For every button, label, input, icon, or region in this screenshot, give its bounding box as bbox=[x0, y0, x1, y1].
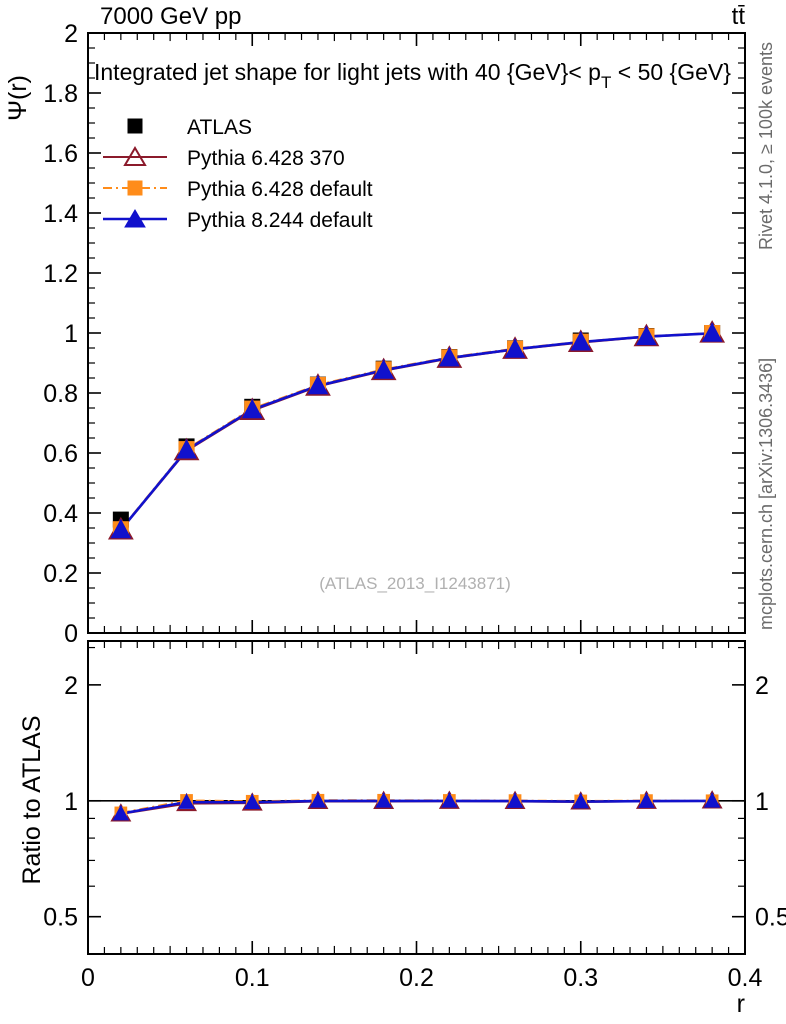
main-data-series-group bbox=[107, 320, 726, 540]
header-process: tt̄ bbox=[732, 3, 746, 30]
legend-entry-label: Pythia 6.428 370 bbox=[187, 147, 345, 170]
legend-marker-square-filled bbox=[127, 180, 143, 196]
legend: ATLAS Pythia 6.428 370 Pythia 6.428 defaul… bbox=[103, 116, 373, 232]
ratio-plot-panel: 0.5 0.5 1 1 2 2 0 0.1 0.2 0.3 0.4 bbox=[43, 640, 786, 992]
legend-marker-triangle-filled bbox=[124, 209, 146, 228]
ratio-series-line-pythia-8-244-default bbox=[120, 799, 713, 815]
main-y-tick-label: 1.2 bbox=[43, 260, 78, 288]
data-point-marker bbox=[703, 792, 721, 808]
data-point-marker bbox=[570, 330, 592, 351]
data-point-marker bbox=[176, 438, 197, 459]
analysis-id-watermark: (ATLAS_2013_I1243871) bbox=[319, 574, 511, 593]
series-line-pythia-8-244-default bbox=[119, 332, 713, 531]
main-y-tick-label: 1.4 bbox=[43, 200, 78, 228]
legend-entry-label: Pythia 6.428 default bbox=[187, 178, 373, 201]
mcplots-reference-note: mcplots.cern.ch [arXiv:1306.3436] bbox=[756, 358, 776, 630]
main-plot-panel: 0 0.2 0.4 0.6 0.8 1 1.2 1.4 1.6 1.8 2 bbox=[43, 20, 746, 648]
ratio-series-line-pythia-6-428-default bbox=[120, 799, 713, 814]
data-point-marker bbox=[572, 792, 589, 809]
main-y-tick-label: 0.2 bbox=[43, 560, 78, 588]
ratio-y-tick-label-left: 1 bbox=[64, 788, 78, 816]
series-line-pythia-6-428-default bbox=[120, 332, 713, 530]
x-tick-label: 0.4 bbox=[728, 964, 763, 992]
rivet-version-note: Rivet 4.1.0, ≥ 100k events bbox=[756, 42, 776, 250]
legend-entry-label: ATLAS bbox=[187, 116, 252, 139]
data-point-marker bbox=[506, 792, 524, 808]
ratio-data-series-group bbox=[110, 790, 723, 822]
data-point-marker bbox=[441, 792, 458, 808]
main-y-tick-label: 1 bbox=[64, 320, 78, 348]
header-beam-energy: 7000 GeV pp bbox=[100, 3, 241, 30]
x-tick-label: 0 bbox=[81, 964, 95, 992]
main-y-tick-label: 0 bbox=[64, 620, 78, 648]
plot-title-main: Integrated jet shape for light jets with… bbox=[94, 59, 601, 85]
data-point-marker bbox=[309, 792, 327, 808]
main-y-tick-label: 0.8 bbox=[43, 380, 78, 408]
data-point-marker bbox=[307, 374, 329, 395]
main-y-axis-label: Ψ(r) bbox=[4, 75, 32, 121]
plot-title-subscript: T bbox=[601, 73, 611, 92]
main-y-tick-label: 0.6 bbox=[43, 440, 78, 468]
legend-marker-triangle-open bbox=[123, 146, 147, 166]
x-axis-label: r bbox=[737, 990, 745, 1018]
data-point-marker bbox=[112, 804, 130, 821]
x-tick-label: 0.3 bbox=[563, 964, 598, 992]
data-point-marker bbox=[638, 792, 655, 808]
data-point-marker bbox=[373, 359, 394, 379]
data-point-marker bbox=[241, 398, 263, 419]
data-point-marker bbox=[178, 793, 195, 809]
x-tick-label: 0.1 bbox=[235, 964, 270, 992]
legend-entry-label: Pythia 8.244 default bbox=[187, 209, 373, 232]
plot-title-tail: < 50 {GeV} bbox=[611, 59, 731, 85]
ratio-y-tick-label-right: 2 bbox=[755, 672, 769, 700]
data-point-marker bbox=[636, 325, 657, 346]
main-y-tick-label: 2 bbox=[64, 20, 78, 48]
ratio-y-axis-label: Ratio to ATLAS bbox=[18, 715, 46, 884]
ratio-y-tick-label-right: 1 bbox=[755, 788, 769, 816]
ratio-y-tick-label-left: 2 bbox=[64, 672, 78, 700]
main-y-tick-label: 0.4 bbox=[43, 500, 78, 528]
data-point-marker bbox=[439, 346, 460, 367]
ratio-y-tick-label-left: 0.5 bbox=[43, 904, 78, 932]
ratio-y-tick-label-right: 0.5 bbox=[755, 904, 786, 932]
legend-marker-square-filled bbox=[127, 118, 143, 134]
data-point-marker bbox=[375, 792, 392, 808]
data-point-marker bbox=[244, 793, 261, 810]
data-point-marker bbox=[701, 322, 723, 342]
main-y-tick-label: 1.6 bbox=[43, 140, 78, 168]
x-tick-label: 0.2 bbox=[399, 964, 434, 992]
data-point-marker bbox=[504, 338, 526, 358]
main-y-tick-label: 1.8 bbox=[43, 80, 78, 108]
main-plot-title: Integrated jet shape for light jets with… bbox=[94, 59, 731, 92]
data-point-marker bbox=[110, 518, 132, 539]
